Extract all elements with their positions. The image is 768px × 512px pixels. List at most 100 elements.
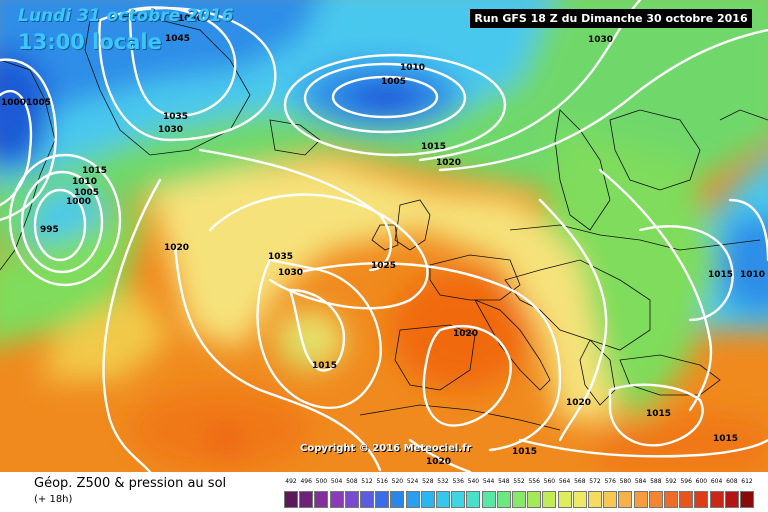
isobar-label: 1020 bbox=[436, 158, 461, 168]
scale-swatch bbox=[314, 491, 329, 508]
scale-label: 596 bbox=[680, 478, 692, 485]
scale-swatch bbox=[344, 491, 359, 508]
scale-swatch bbox=[466, 491, 481, 508]
isobar-label: 1015 bbox=[646, 409, 671, 419]
scale-label: 592 bbox=[665, 478, 677, 485]
scale-label: 576 bbox=[604, 478, 616, 485]
scale-label: 568 bbox=[574, 478, 586, 485]
scale-label: 492 bbox=[285, 478, 297, 485]
scale-swatch bbox=[527, 491, 542, 508]
scale-swatch bbox=[360, 491, 374, 508]
isobar-label: 1005 bbox=[26, 98, 51, 108]
isobar-label: 1000 bbox=[66, 197, 91, 207]
scale-swatch bbox=[588, 491, 602, 508]
scale-swatch bbox=[512, 491, 526, 508]
scale-swatch bbox=[390, 491, 405, 508]
isobar-label: 995 bbox=[40, 225, 59, 235]
isobar-label: 1000 bbox=[1, 98, 26, 108]
scale-label: 572 bbox=[589, 478, 601, 485]
scale-swatch bbox=[542, 491, 557, 508]
isobar-label: 1030 bbox=[158, 125, 183, 135]
isobar-label: 1015 bbox=[713, 434, 738, 444]
scale-swatch bbox=[618, 491, 633, 508]
scale-swatch bbox=[420, 491, 435, 508]
isobar-label: 1020 bbox=[164, 243, 189, 253]
scale-label: 564 bbox=[558, 478, 571, 485]
isobar-label: 1025 bbox=[371, 261, 396, 271]
scale-label: 584 bbox=[634, 478, 647, 485]
forecast-date: Lundi 31 octobre 2016 bbox=[18, 6, 234, 26]
scale-swatch bbox=[436, 491, 450, 508]
scale-label: 588 bbox=[650, 478, 662, 485]
scale-swatch bbox=[633, 491, 648, 508]
scale-label: 528 bbox=[422, 478, 434, 485]
isobar-label: 1005 bbox=[74, 188, 99, 198]
map-canvas: 1040 1045 1000 1005 1035 1030 1015 1010 … bbox=[0, 0, 768, 472]
color-scale: 492 496 500 504 508 512 516 520 524 528 532 536 540 5… bbox=[284, 478, 754, 508]
scale-label: 532 bbox=[437, 478, 449, 485]
scale-swatch bbox=[496, 491, 511, 508]
field-title: Géop. Z500 & pression au sol bbox=[34, 476, 227, 491]
scale-label: 500 bbox=[315, 478, 328, 485]
forecast-local-time: 13:00 locale bbox=[18, 30, 162, 54]
isobar-label: 1020 bbox=[566, 398, 591, 408]
isobar-label: 1035 bbox=[268, 252, 293, 262]
scale-swatch bbox=[709, 491, 724, 508]
scale-label: 504 bbox=[330, 478, 343, 485]
weather-map: 1040 1045 1000 1005 1035 1030 1015 1010 … bbox=[0, 0, 768, 472]
scale-swatch bbox=[572, 491, 587, 508]
scale-swatch bbox=[405, 491, 420, 508]
scale-swatch bbox=[481, 491, 496, 508]
scale-swatch bbox=[740, 491, 754, 508]
isobar-label: 1030 bbox=[278, 268, 303, 278]
z500-field bbox=[0, 0, 768, 472]
isobar-label: 1015 bbox=[421, 142, 446, 152]
isobar-label: 1010 bbox=[72, 177, 97, 187]
scale-swatch bbox=[679, 491, 694, 508]
isobar-label: 1040 bbox=[178, 14, 203, 24]
isobar-label: 1015 bbox=[512, 447, 537, 457]
isobar-label: 1005 bbox=[381, 77, 406, 87]
scale-swatch bbox=[375, 491, 390, 508]
scale-label: 508 bbox=[346, 478, 358, 485]
isobar-label: 1015 bbox=[82, 166, 107, 176]
scale-label: 556 bbox=[528, 478, 540, 485]
isobar-labels: 1040 1045 1000 1005 1035 1030 1015 1010 … bbox=[1, 14, 765, 467]
isobar-label: 1015 bbox=[708, 270, 733, 280]
isobars bbox=[0, 0, 768, 472]
scale-label: 608 bbox=[726, 478, 738, 485]
scale-label: 580 bbox=[619, 478, 632, 485]
scale-label: 548 bbox=[498, 478, 510, 485]
model-run-info: Run GFS 18 Z du Dimanche 30 octobre 2016 bbox=[470, 9, 752, 28]
scale-label: 600 bbox=[695, 478, 708, 485]
scale-swatch bbox=[451, 491, 466, 508]
scale-swatch bbox=[329, 491, 344, 508]
isobar-label: 1045 bbox=[165, 34, 190, 44]
scale-label: 516 bbox=[376, 478, 388, 485]
isobar-label: 1010 bbox=[400, 63, 425, 73]
scale-label: 604 bbox=[710, 478, 723, 485]
isobar-label: 1015 bbox=[312, 361, 337, 371]
scale-label: 552 bbox=[513, 478, 525, 485]
scale-swatch bbox=[299, 491, 314, 508]
scale-label: 496 bbox=[300, 478, 312, 485]
isobar-label: 1010 bbox=[740, 270, 765, 280]
isobar-label: 1020 bbox=[426, 457, 451, 467]
isobar-label: 1030 bbox=[588, 35, 613, 45]
scale-label: 612 bbox=[741, 478, 753, 485]
scale-swatch bbox=[284, 491, 298, 508]
scale-label: 544 bbox=[482, 478, 495, 485]
copyright-notice: Copyright © 2016 Meteociel.fr bbox=[300, 443, 472, 454]
coastlines bbox=[0, 14, 768, 431]
scale-label: 536 bbox=[452, 478, 464, 485]
isobar-label: 1035 bbox=[163, 112, 188, 122]
scale-swatch bbox=[557, 491, 572, 508]
scale-label: 540 bbox=[467, 478, 480, 485]
scale-swatch bbox=[724, 491, 739, 508]
lead-time: (+ 18h) bbox=[34, 494, 73, 505]
scale-swatch bbox=[603, 491, 618, 508]
isobar-label: 1020 bbox=[453, 329, 478, 339]
scale-label: 560 bbox=[543, 478, 556, 485]
scale-label: 512 bbox=[361, 478, 373, 485]
scale-swatch bbox=[694, 491, 709, 508]
